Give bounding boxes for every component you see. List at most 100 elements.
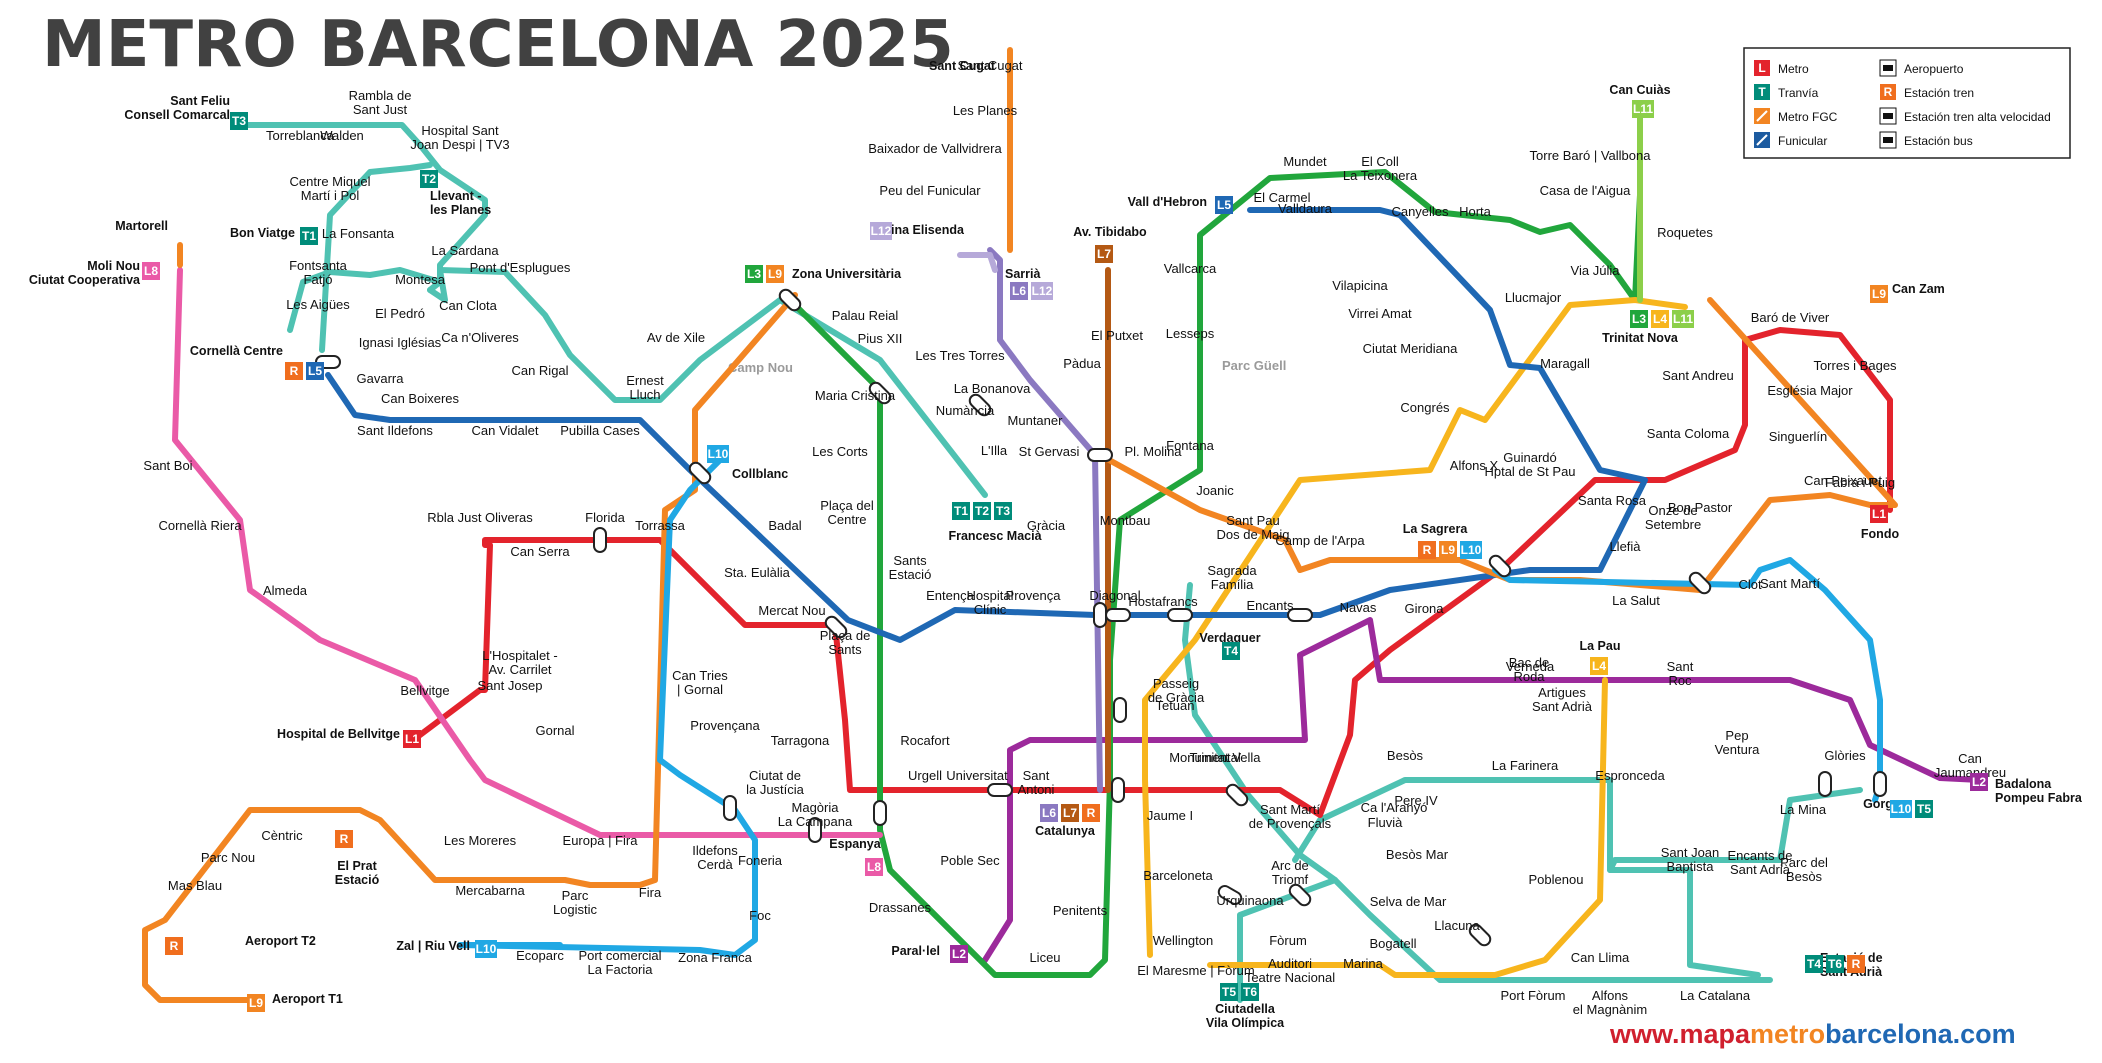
station-label[interactable]: Glòries	[1824, 748, 1866, 763]
station-label[interactable]: Pep Ventura	[1715, 728, 1761, 757]
station-label[interactable]: Parc Logistic	[553, 888, 598, 917]
station-label[interactable]: Horta	[1459, 204, 1492, 219]
station-label[interactable]: Provençana	[690, 718, 760, 733]
interchange-marker[interactable]	[1087, 448, 1113, 462]
station-label[interactable]: El Carmel	[1253, 190, 1310, 205]
station-label[interactable]: La Fonsanta	[322, 226, 395, 241]
interchange-marker[interactable]	[687, 460, 712, 485]
line-l3[interactable]	[787, 107, 1643, 978]
interchange-marker[interactable]	[1217, 884, 1244, 906]
station-label[interactable]: Rbla Just Oliveras	[427, 510, 533, 525]
station-label[interactable]: Florida	[585, 510, 626, 525]
station-label[interactable]: Sant Roc	[1667, 659, 1694, 688]
station-label[interactable]: Bellvitge	[400, 683, 449, 698]
station-label[interactable]: Espronceda	[1595, 768, 1665, 783]
interchange-marker[interactable]	[1113, 697, 1127, 723]
terminal-station[interactable]: La Sagrera R L9 L10	[1403, 522, 1482, 559]
station-label[interactable]: Cèntric	[261, 828, 303, 843]
interchange-marker[interactable]	[1111, 777, 1125, 803]
station-label[interactable]: Sant Joan Baptista	[1661, 845, 1720, 874]
interchange-marker[interactable]	[1873, 771, 1887, 797]
station-label[interactable]: Encants de Sant Adrià	[1727, 848, 1792, 877]
terminal-station[interactable]: El Prat Estació R	[335, 830, 380, 887]
station-label[interactable]: Pubilla Cases	[560, 423, 640, 438]
terminal-station[interactable]: Vall d'Hebron L5	[1128, 195, 1233, 214]
station-label[interactable]: Centre Miquel Martí i Pol	[290, 174, 371, 203]
station-label[interactable]: Roquetes	[1657, 225, 1713, 240]
station-label[interactable]: Auditori Teatre Nacional	[1245, 956, 1335, 985]
station-label[interactable]: Walden	[320, 128, 364, 143]
station-label[interactable]: Trinitat Vella	[1189, 750, 1261, 765]
interchange-marker[interactable]	[967, 392, 992, 417]
interchange-marker[interactable]	[1687, 570, 1712, 595]
line-l4[interactable]	[1142, 297, 1688, 978]
station-label[interactable]: Congrés	[1400, 400, 1450, 415]
interchange-marker[interactable]	[1287, 608, 1313, 622]
station-label[interactable]: Selva de Mar	[1370, 894, 1447, 909]
station-label[interactable]: Plaça del Centre	[820, 498, 874, 527]
terminal-station[interactable]: La Pau L4	[1580, 639, 1621, 675]
terminal-station[interactable]: Zona Universitària L3 L9	[745, 265, 902, 283]
station-label[interactable]: Poble Sec	[940, 853, 1000, 868]
station-label[interactable]: El Pedró	[375, 306, 425, 321]
station-label[interactable]: Foc	[749, 908, 771, 923]
station-label[interactable]: Onze de Setembre	[1645, 503, 1701, 532]
station-label[interactable]: Mercabarna	[455, 883, 525, 898]
station-label[interactable]: Torres i Bages	[1813, 358, 1897, 373]
terminal-station[interactable]: Cornellà Centre R L5	[190, 344, 324, 380]
line-l5[interactable]	[325, 207, 1648, 643]
station-label[interactable]: Torre Baró | Vallbona	[1530, 148, 1652, 163]
interchange-marker[interactable]	[867, 380, 892, 405]
station-label[interactable]: Torrassa	[635, 518, 686, 533]
terminal-station[interactable]: Trinitat Nova L3 L4 L11	[1602, 310, 1694, 345]
station-label[interactable]: Pl. Molina	[1124, 444, 1182, 459]
station-label[interactable]: St Gervasi	[1019, 444, 1080, 459]
station-label[interactable]: Gràcia	[1027, 518, 1066, 533]
station-label[interactable]: La Salut	[1612, 593, 1660, 608]
station-label[interactable]: Gornal	[535, 723, 574, 738]
station-label[interactable]: Hospital Sant Joan Despi | TV3	[410, 123, 509, 152]
interchange-marker[interactable]	[1287, 882, 1312, 907]
station-label[interactable]: Can Llima	[1571, 950, 1630, 965]
station-label[interactable]: Can Vidalet	[472, 423, 539, 438]
station-label[interactable]: Passeig de Gràcia	[1148, 676, 1205, 705]
station-label[interactable]: Alfons X	[1450, 458, 1499, 473]
station-label[interactable]: Església Major	[1767, 383, 1853, 398]
terminal-station[interactable]: Ciutadella Vila Olímpica T5 T6	[1206, 983, 1285, 1030]
station-label[interactable]: Universitat	[946, 768, 1008, 783]
terminal-station[interactable]: Aeroport T2 R	[165, 934, 316, 955]
terminal-station[interactable]: Fondo L1	[1861, 505, 1900, 541]
station-label[interactable]: Les Corts	[812, 444, 868, 459]
station-label[interactable]: Pont d'Esplugues	[470, 260, 571, 275]
station-label[interactable]: Sant Martí	[1760, 576, 1820, 591]
station-label[interactable]: Fira	[639, 885, 662, 900]
station-label[interactable]: Port Fòrum	[1500, 988, 1565, 1003]
terminal-station[interactable]: Paral·lel L2	[891, 944, 968, 963]
interchange-marker[interactable]	[1487, 553, 1512, 578]
station-label[interactable]: Maria Cristina	[815, 388, 896, 403]
station-label[interactable]: Baró de Viver	[1751, 310, 1830, 325]
station-label[interactable]: Rambla de Sant Just	[349, 88, 412, 117]
station-label[interactable]: Can Serra	[510, 544, 570, 559]
line-tram-t5b[interactable]	[1607, 867, 1761, 978]
station-label[interactable]: Av de Xile	[647, 330, 705, 345]
station-label[interactable]: Almeda	[263, 583, 308, 598]
terminal-station[interactable]: Badalona Pompeu Fabra L2	[1970, 773, 2083, 805]
station-label[interactable]: Hospital Clínic	[967, 588, 1014, 617]
terminal-station[interactable]: Francesc Macià T1 T2 T3	[948, 502, 1042, 543]
station-label[interactable]: Drassanes	[869, 900, 932, 915]
station-label[interactable]: Entença	[926, 588, 974, 603]
station-label[interactable]: Penitents	[1053, 903, 1108, 918]
station-label[interactable]: Ildefons Cerdà	[692, 843, 738, 872]
station-label[interactable]: Arc de Triomf	[1271, 858, 1309, 887]
station-label[interactable]: Palau Reial	[832, 308, 899, 323]
station-label[interactable]: Poblenou	[1529, 872, 1584, 887]
interchange-marker[interactable]	[1093, 602, 1107, 628]
station-label[interactable]: Magòria La Campana	[778, 800, 853, 829]
station-label[interactable]: Mas Blau	[168, 878, 222, 893]
station-label[interactable]: La Sardana	[431, 243, 499, 258]
station-label[interactable]: Verneda	[1506, 659, 1555, 674]
station-label[interactable]: Provença	[1006, 588, 1062, 603]
terminal-station[interactable]: Hospital de Bellvitge L1	[277, 727, 421, 748]
